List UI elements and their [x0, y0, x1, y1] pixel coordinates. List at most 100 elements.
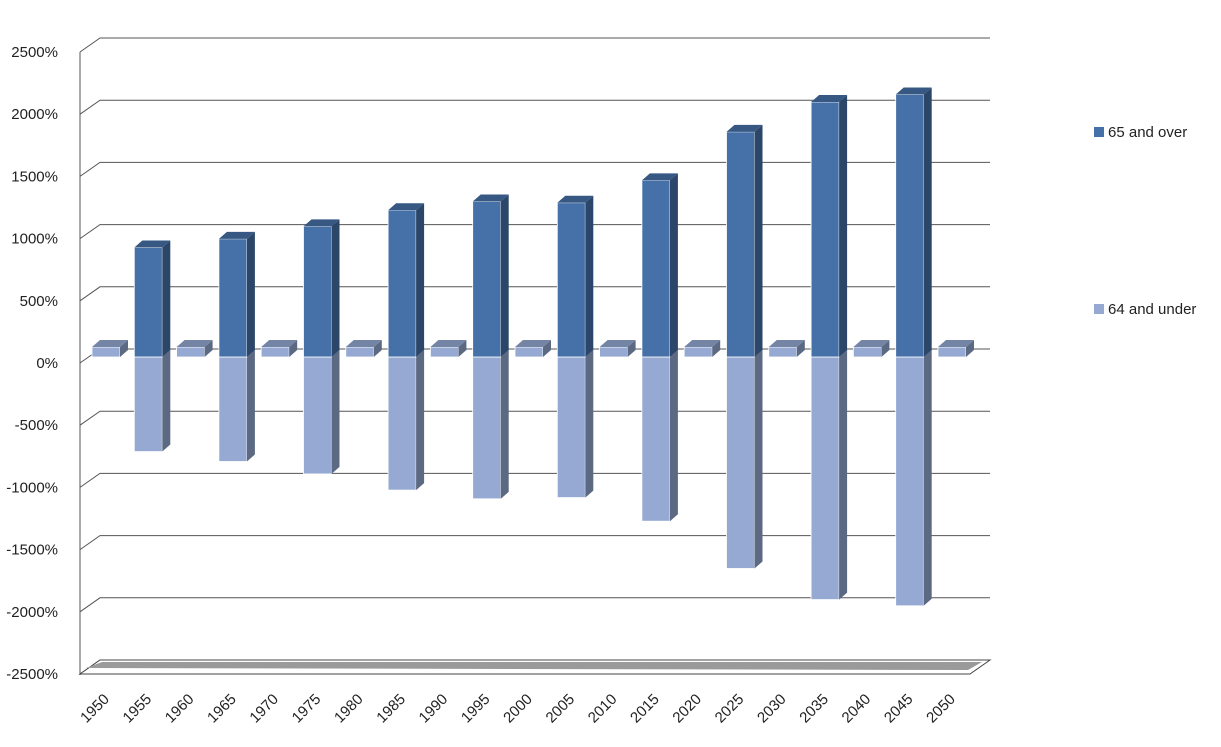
bar-front [133, 356, 163, 452]
bar-front [387, 209, 417, 358]
bar-top [641, 173, 678, 181]
bar-side [162, 240, 171, 357]
bar-top [218, 231, 255, 239]
bar-front [895, 94, 925, 358]
bar-side [923, 87, 932, 358]
bar-front [472, 356, 502, 500]
bar-over65-2025 [726, 124, 763, 358]
bar-side [543, 340, 551, 357]
bar-front [133, 247, 163, 358]
bar-over65-1975 [303, 219, 340, 358]
bar-front [853, 346, 882, 358]
bar-side [289, 340, 298, 357]
legend-swatch [1094, 127, 1104, 137]
bar-top [472, 194, 509, 202]
bar-top [345, 340, 382, 348]
x-tick-label: 2050 [923, 691, 959, 727]
bar-under65-1980 [345, 340, 382, 358]
gridline [79, 410, 990, 426]
bar-top [176, 340, 213, 348]
bar-front [768, 346, 798, 358]
bar-side [246, 350, 255, 462]
y-tick-label: -2000% [6, 604, 58, 621]
bar-under65-2010 [599, 340, 636, 358]
y-tick-label: 1000% [11, 231, 58, 248]
bar-top [938, 340, 974, 348]
y-tick-label: -2500% [6, 666, 58, 683]
bar-side [796, 340, 805, 357]
bar-side [669, 173, 678, 357]
bar-side [669, 350, 678, 522]
x-tick-label: 2005 [543, 691, 579, 727]
bar-under65-1970 [260, 340, 298, 358]
bar-top [261, 340, 298, 348]
x-tick-label: 2030 [754, 691, 790, 727]
bar-over65-1965 [218, 231, 255, 358]
bar-under65-2005 [556, 350, 594, 498]
y-tick-label: -500% [15, 417, 58, 434]
x-tick-label: 1965 [204, 691, 240, 727]
bar-under65-2025 [726, 350, 763, 569]
bar-top [303, 219, 340, 227]
x-tick-label: 1990 [416, 691, 452, 727]
bar-over65-2015 [641, 173, 678, 358]
bars [91, 87, 974, 607]
bar-front [303, 225, 332, 358]
bar-front [260, 346, 290, 358]
bar-under65-2050 [937, 340, 974, 358]
bar-front [810, 356, 840, 600]
x-tick-label: 2000 [500, 691, 536, 727]
y-tick-label: -1000% [6, 479, 58, 496]
bar-side [416, 203, 425, 357]
bar-side [331, 350, 340, 474]
bar-front [937, 346, 967, 358]
bar-under65-1960 [176, 340, 213, 358]
x-tick-label: 1970 [246, 691, 282, 727]
bar-side [204, 340, 213, 357]
bar-front [345, 346, 375, 358]
gridline [79, 37, 990, 53]
y-tick-label: 2000% [11, 106, 58, 123]
bar-under65-1955 [133, 350, 171, 452]
legend: 65 and over 64 and under [1094, 124, 1196, 318]
bar-under65-2020 [683, 340, 721, 358]
bar-front [176, 346, 206, 358]
bar-side [754, 124, 763, 357]
gridline [79, 472, 990, 488]
legend-swatch [1094, 304, 1104, 314]
bar-front [641, 179, 671, 358]
x-tick-label: 2010 [585, 691, 621, 727]
chart-floor [78, 659, 992, 675]
bar-side [416, 350, 425, 491]
bar-over65-2035 [810, 94, 848, 358]
bar-side [923, 350, 932, 606]
y-tick-label: 1500% [11, 168, 58, 185]
x-tick-label: 2045 [881, 691, 917, 727]
bar-under65-2030 [768, 340, 805, 358]
bar-top [134, 240, 171, 248]
bar-over65-1955 [133, 240, 171, 358]
bar-over65-2045 [895, 87, 932, 358]
bar-side [500, 194, 509, 357]
x-tick-label: 1980 [331, 691, 367, 727]
bar-over65-1985 [387, 203, 425, 358]
bar-top [557, 195, 594, 203]
bar-top [430, 340, 467, 348]
bar-over65-2005 [556, 195, 594, 358]
x-tick-label: 2035 [796, 691, 832, 727]
bar-side [839, 94, 848, 357]
bar-front [726, 131, 755, 358]
y-tick-label: -1500% [6, 542, 58, 559]
bar-front [514, 346, 544, 358]
gridline [79, 224, 990, 240]
x-tick-label: 2015 [627, 691, 663, 727]
gridline [79, 597, 990, 613]
bar-front [429, 346, 459, 358]
bar-top [768, 340, 805, 348]
bar-under65-1975 [303, 350, 340, 475]
bar-side [881, 340, 890, 357]
bar-under65-2040 [853, 340, 890, 358]
bar-top [92, 340, 128, 348]
bar-side [458, 340, 467, 357]
